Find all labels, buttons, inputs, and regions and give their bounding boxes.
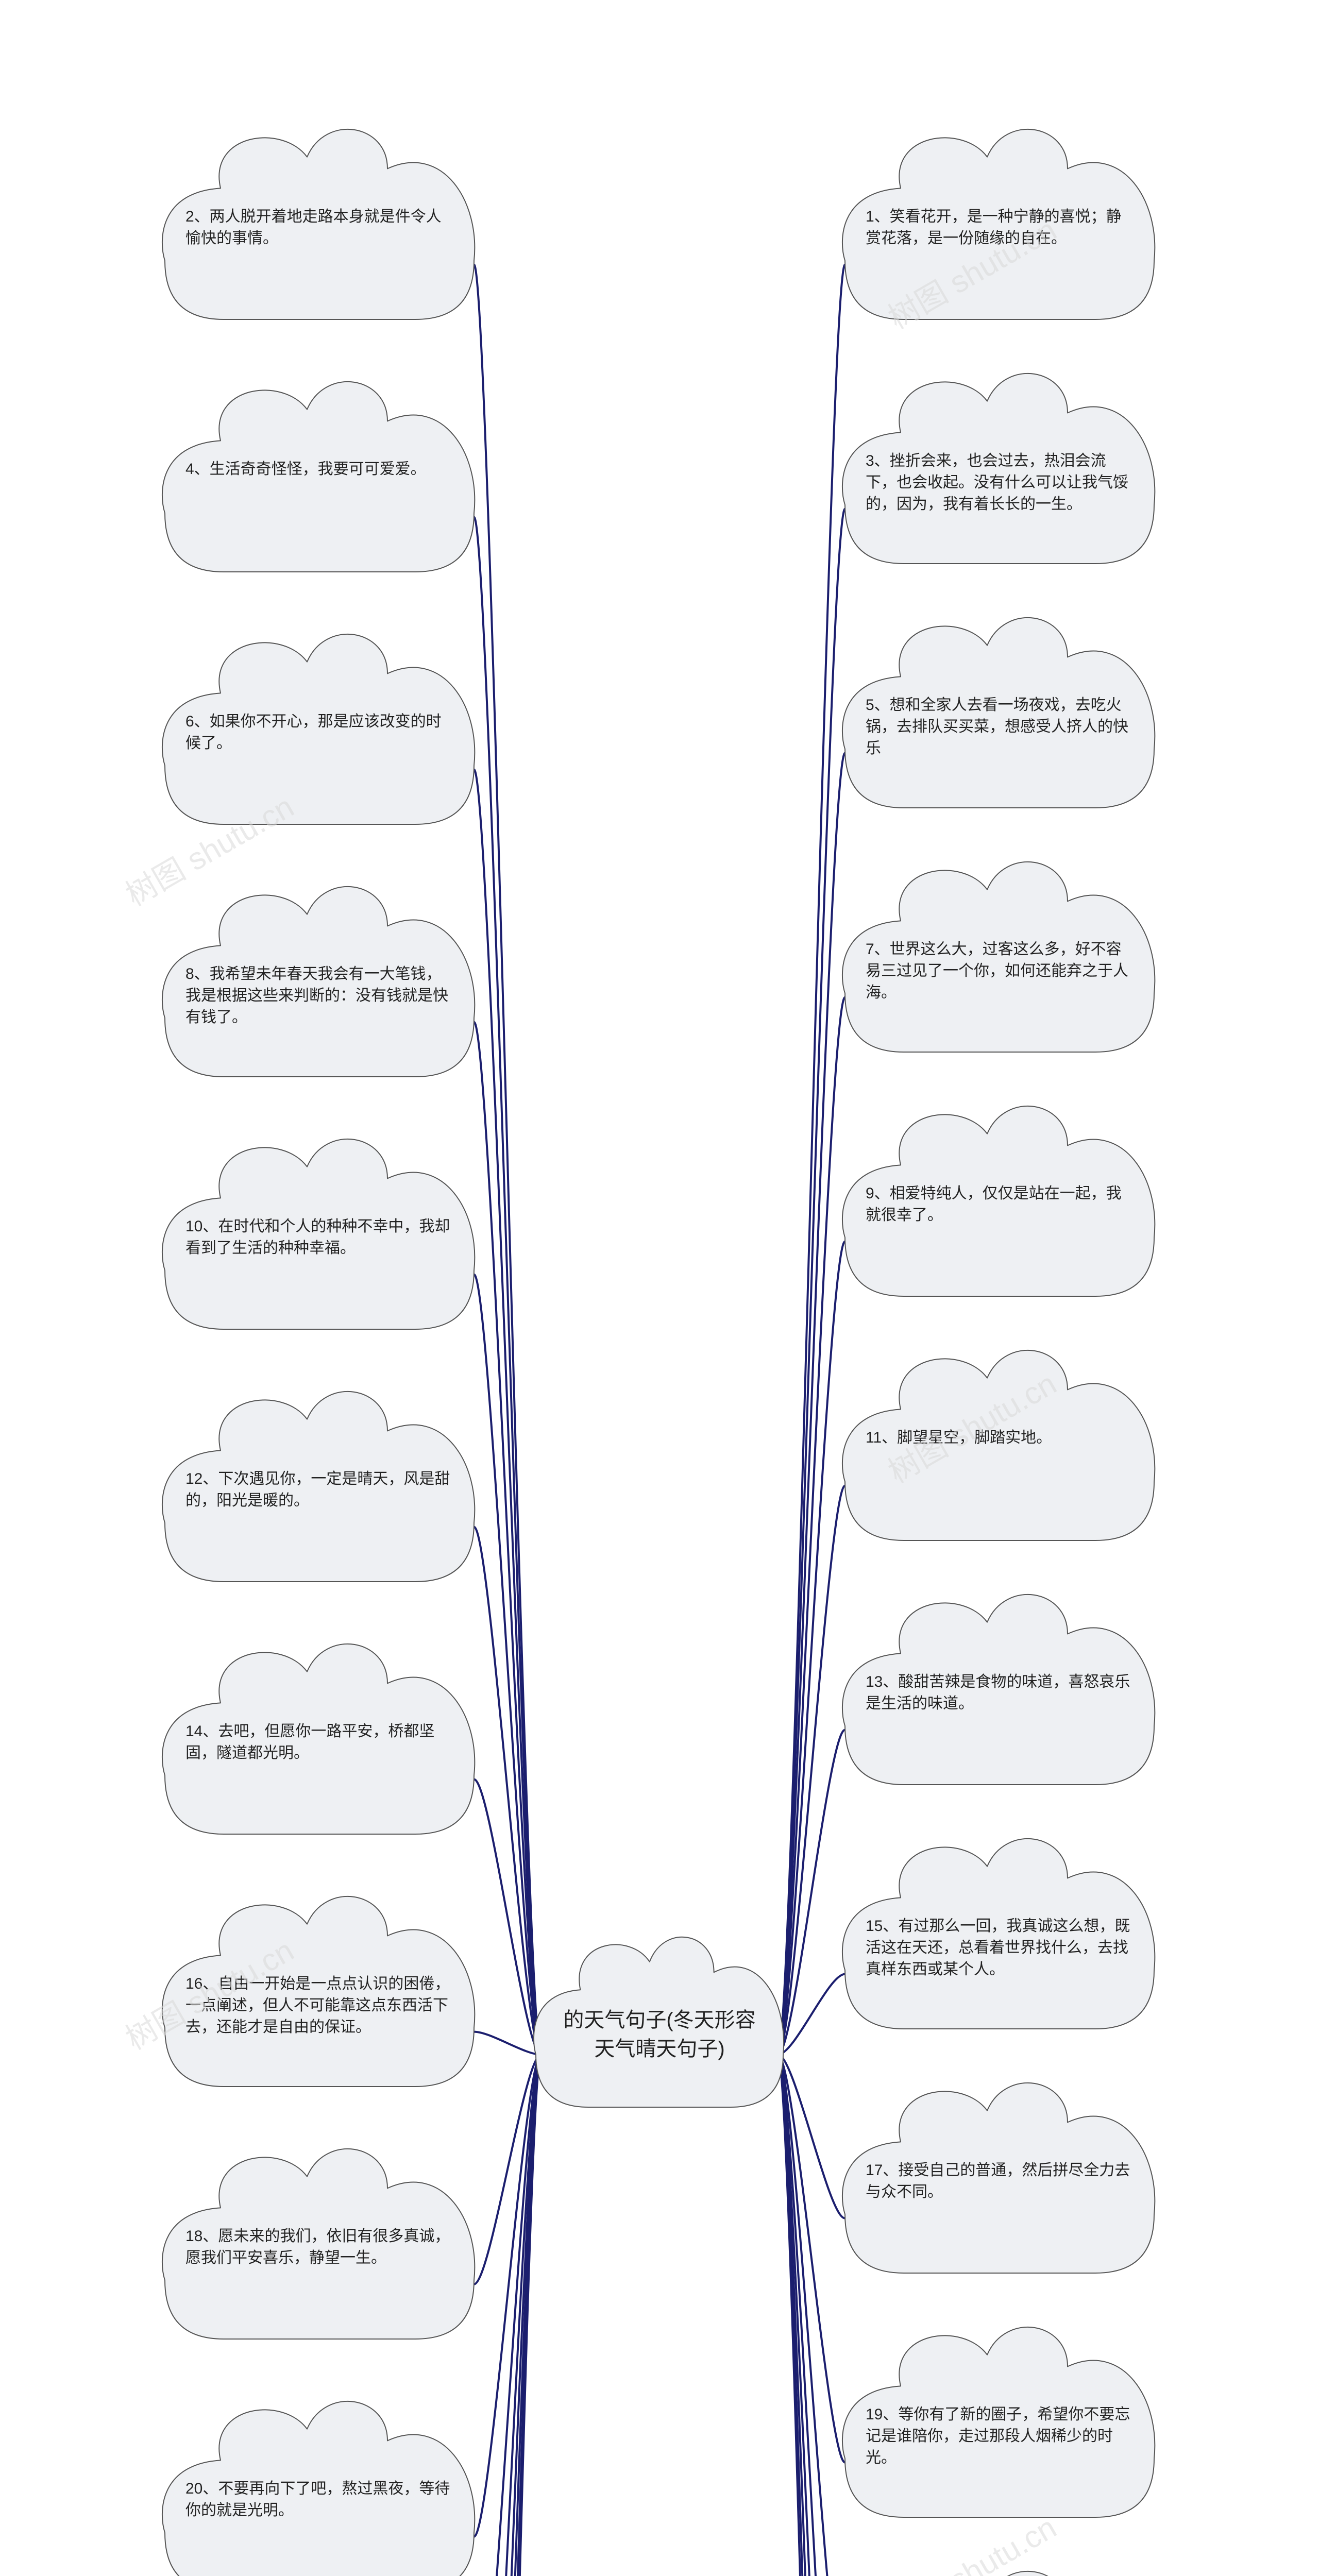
right-node-3: 7、世界这么大，过客这么多，好不容易三过见了一个你，如何还能弃之于人海。 [842, 862, 1155, 1052]
left-node-2-text: 6、如果你不开心，那是应该改变的时候了。 [185, 711, 453, 809]
left-node-6-text: 14、去吧，但愿你一路平安，桥都坚固，隧道都光明。 [185, 1721, 453, 1819]
center-node-text: 的天气句子(冬天形容天气晴天句子) [556, 2006, 763, 2093]
left-node-4: 10、在时代和个人的种种不幸中，我却看到了生活的种种幸福。 [162, 1139, 475, 1329]
right-node-8: 17、接受自己的普通，然后拼尽全力去与众不同。 [842, 2083, 1155, 2273]
left-node-9: 20、不要再向下了吧，熬过黑夜，等待你的就是光明。 [162, 2401, 475, 2576]
connector-right-0 [778, 265, 845, 2055]
right-node-2-text: 5、想和全家人去看一场夜戏，去吃火锅，去排队买买菜，想感受人挤人的快乐 [866, 694, 1134, 792]
left-node-8-text: 18、愿未来的我们，依旧有很多真诚，愿我们平安喜乐，静望一生。 [185, 2226, 453, 2324]
right-node-3-text: 7、世界这么大，过客这么多，好不容易三过见了一个你，如何还能弃之于人海。 [866, 939, 1134, 1037]
right-node-2: 5、想和全家人去看一场夜戏，去吃火锅，去排队买买菜，想感受人挤人的快乐 [842, 618, 1155, 808]
right-node-1: 3、挫折会来，也会过去，热泪会流下，也会收起。没有什么可以让我气馁的，因为，我有… [842, 374, 1155, 564]
right-node-4: 9、相爱特纯人，仅仅是站在一起，我就很幸了。 [842, 1106, 1155, 1296]
clouds-layer: 的天气句子(冬天形容天气晴天句子) 2、两人脱开着地走路本身就是件令人愉快的事情。… [162, 129, 1155, 2576]
left-node-3: 8、我希望未年春天我会有一大笔钱，我是根据这些来判断的：没有钱就是快有钱了。 [162, 887, 475, 1077]
right-node-7: 15、有过那么一回，我真诚这么想，既活这在天还，总看着世界找什么，去找真样东西或… [842, 1839, 1155, 2029]
connectors-layer [474, 265, 845, 2576]
right-node-7-text: 15、有过那么一回，我真诚这么想，既活这在天还，总看着世界找什么，去找真样东西或… [866, 1916, 1134, 2013]
left-node-5: 12、下次遇见你，一定是晴天，风是甜的，阳光是暖的。 [162, 1392, 475, 1582]
left-node-4-text: 10、在时代和个人的种种不幸中，我却看到了生活的种种幸福。 [185, 1216, 453, 1314]
left-node-6: 14、去吧，但愿你一路平安，桥都坚固，隧道都光明。 [162, 1644, 475, 1834]
right-node-9-text: 19、等你有了新的圈子，希望你不要忘记是谁陪你，走过那段人烟稀少的时光。 [866, 2404, 1134, 2502]
center-node: 的天气句子(冬天形容天气晴天句子) [534, 1937, 784, 2107]
right-node-1-text: 3、挫折会来，也会过去，热泪会流下，也会收起。没有什么可以让我气馁的，因为，我有… [866, 450, 1134, 548]
connector-right-1 [778, 509, 845, 2055]
right-node-9: 19、等你有了新的圈子，希望你不要忘记是谁陪你，走过那段人烟稀少的时光。 [842, 2327, 1155, 2517]
left-node-2: 6、如果你不开心，那是应该改变的时候了。 [162, 634, 475, 824]
left-node-0: 2、两人脱开着地走路本身就是件令人愉快的事情。 [162, 129, 475, 319]
connector-left-1 [474, 517, 541, 2055]
left-node-0-text: 2、两人脱开着地走路本身就是件令人愉快的事情。 [185, 206, 453, 304]
left-node-3-text: 8、我希望未年春天我会有一大笔钱，我是根据这些来判断的：没有钱就是快有钱了。 [185, 963, 453, 1061]
right-node-4-text: 9、相爱特纯人，仅仅是站在一起，我就很幸了。 [866, 1183, 1134, 1281]
left-node-1-text: 4、生活奇奇怪怪，我要可可爱爱。 [185, 459, 453, 556]
watermark-4: 树图 shutu.cn [883, 2510, 1062, 2576]
right-node-5: 11、脚望星空，脚踏实地。 [842, 1350, 1155, 1540]
left-node-8: 18、愿未来的我们，依旧有很多真诚，愿我们平安喜乐，静望一生。 [162, 2149, 475, 2339]
connector-left-2 [474, 770, 541, 2055]
left-node-1: 4、生活奇奇怪怪，我要可可爱爱。 [162, 382, 475, 572]
left-node-9-text: 20、不要再向下了吧，熬过黑夜，等待你的就是光明。 [185, 2478, 453, 2576]
right-node-0: 1、笑看花开，是一种宁静的喜悦；静赏花落，是一份随缘的自在。 [842, 129, 1155, 319]
right-node-6-text: 13、酸甜苦辣是食物的味道，喜怒哀乐是生活的味道。 [866, 1671, 1134, 1769]
left-node-5-text: 12、下次遇见你，一定是晴天，风是甜的，阳光是暖的。 [185, 1468, 453, 1566]
right-node-8-text: 17、接受自己的普通，然后拼尽全力去与众不同。 [866, 2160, 1134, 2258]
connector-right-2 [778, 753, 845, 2055]
right-node-6: 13、酸甜苦辣是食物的味道，喜怒哀乐是生活的味道。 [842, 1595, 1155, 1785]
